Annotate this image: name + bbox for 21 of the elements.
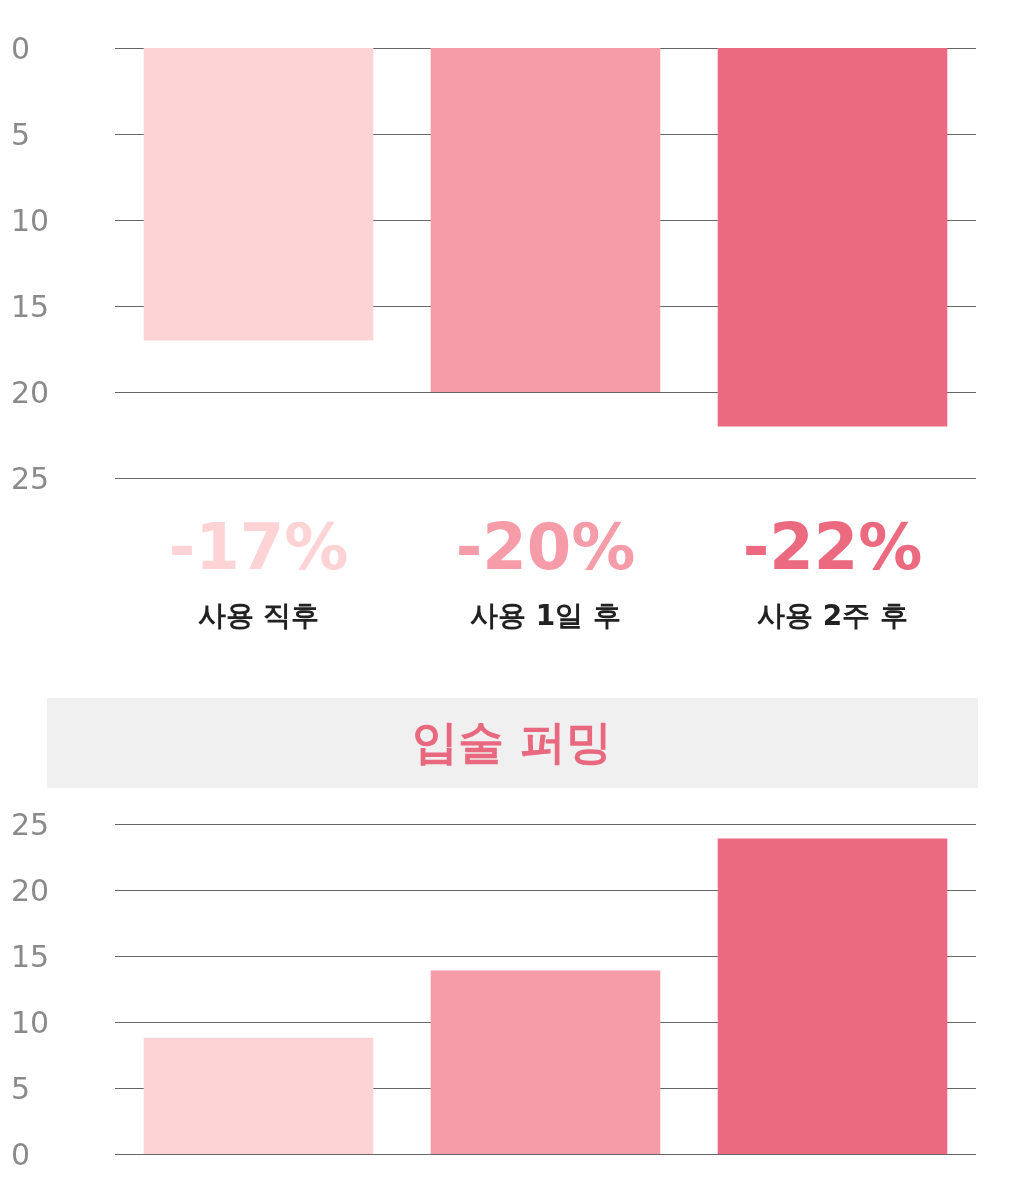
y-tick-label: 25 [11,460,50,496]
y-tick-label: 15 [11,938,50,974]
y-tick-label: 0 [11,30,31,66]
y-tick-label: 5 [11,1070,31,1106]
chart-title: 입술 퍼밍 [47,698,978,788]
y-tick-label: 15 [11,288,50,324]
y-tick-label: 20 [11,374,50,410]
x-tick-label: 사용 직후 [197,598,320,632]
y-tick-label: 10 [11,1004,50,1040]
bar [717,838,948,1154]
data-label: -20% [455,510,636,584]
data-label: -22% [742,510,923,584]
x-tick-label: 사용 2주 후 [757,598,908,632]
y-tick-label: 10 [11,202,50,238]
bar [143,1037,374,1154]
y-tick-label: 25 [11,806,50,842]
bar [430,970,661,1154]
y-tick-label: 5 [11,116,31,152]
y-tick-label: 20 [11,872,50,908]
x-tick-label: 사용 1일 후 [470,598,621,632]
y-tick-label: 0 [11,1136,31,1172]
